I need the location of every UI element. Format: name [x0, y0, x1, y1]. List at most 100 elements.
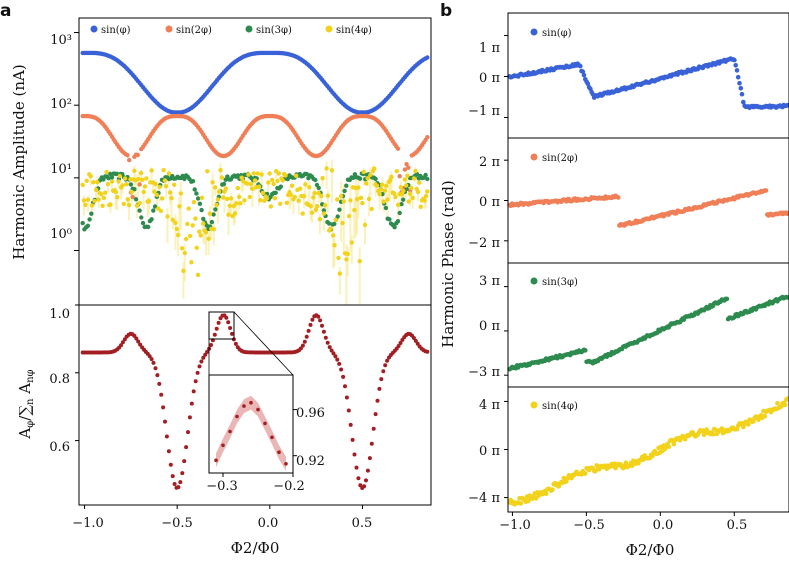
- zoom-region-box: [208, 311, 235, 340]
- data-point-sin4: [101, 195, 107, 201]
- data-point-sin4: [99, 192, 104, 197]
- data-point-sin4: [372, 166, 377, 171]
- data-point-sin4: [173, 220, 178, 226]
- data-point-ratio: [189, 401, 194, 406]
- phase-point: [719, 426, 725, 431]
- data-point-ratio: [159, 392, 164, 397]
- data-point-sin2: [406, 165, 411, 170]
- data-point-sin4: [235, 185, 240, 191]
- data-point-sin4: [278, 201, 283, 206]
- phase-point: [543, 491, 549, 497]
- phase-ytick-label: 0 π: [479, 444, 500, 459]
- data-point-ratio: [318, 318, 323, 323]
- data-point-sin4: [103, 190, 108, 195]
- phase-point: [734, 68, 740, 73]
- data-point-sin3: [89, 211, 94, 216]
- legend-label-sin2: sin(2φ): [176, 25, 212, 36]
- data-point-ratio: [228, 326, 233, 330]
- phase-ytick-label: 1 π: [479, 41, 500, 56]
- data-point-sin4: [260, 190, 266, 195]
- phase-point: [763, 188, 769, 193]
- phase-point: [732, 57, 737, 63]
- data-point-sin4: [382, 188, 388, 193]
- data-point-sin4: [248, 181, 254, 187]
- legend-marker-sin3: [245, 25, 253, 33]
- data-point-ratio: [168, 462, 173, 467]
- data-point-sin4: [194, 245, 199, 250]
- data-point-ratio: [400, 337, 405, 342]
- data-point-sin3: [199, 207, 204, 213]
- data-point-sin4: [183, 236, 189, 242]
- data-point-sin4: [389, 174, 394, 180]
- ytick-label: 10³: [50, 33, 72, 48]
- data-point-sin4: [345, 251, 350, 257]
- data-point-sin4: [181, 268, 186, 274]
- legend-label-sin3: sin(3φ): [256, 25, 292, 36]
- data-point-sin4: [219, 175, 225, 180]
- data-point-ratio: [369, 441, 374, 446]
- data-point-ratio: [195, 370, 200, 375]
- data-point-sin4: [83, 202, 88, 208]
- data-point-sin3: [211, 212, 216, 217]
- data-point-sin4: [170, 217, 175, 223]
- data-point-sin4: [179, 246, 185, 251]
- data-point-sin3: [304, 171, 309, 177]
- data-point-ratio: [385, 358, 390, 363]
- data-point-ratio: [377, 386, 382, 391]
- data-point-sin4: [328, 226, 333, 231]
- data-point-sin4: [284, 200, 289, 205]
- data-point-ratio: [230, 331, 234, 336]
- data-point-sin3: [197, 201, 203, 206]
- data-point-sin4: [100, 203, 105, 208]
- data-point-sin4: [410, 195, 415, 201]
- data-point-ratio: [193, 379, 198, 384]
- data-point-sin4: [256, 184, 262, 189]
- data-point-sin3: [401, 197, 406, 202]
- data-point-ratio: [201, 355, 206, 360]
- data-point-sin3: [313, 177, 318, 183]
- phase-ytick-label: −1 π: [468, 104, 500, 119]
- data-point-sin4: [268, 204, 274, 209]
- data-point-sin3: [192, 187, 197, 192]
- phase-ytick-label: 3 π: [479, 274, 500, 289]
- data-point-sin4: [211, 227, 217, 232]
- data-point-ratio: [216, 320, 221, 325]
- data-point-sin4: [199, 195, 205, 200]
- ratio-y-label-sub3: nφ: [25, 369, 36, 382]
- data-point-sin4: [384, 183, 389, 189]
- ratio-x-label: Φ2/Φ0: [231, 539, 280, 557]
- data-point-ratio: [161, 405, 166, 410]
- data-point-sin3: [132, 187, 137, 192]
- legend-marker-sin2: [530, 153, 538, 161]
- data-point-sin4: [137, 200, 142, 206]
- data-point-ratio: [364, 478, 368, 483]
- inset-data-point: [277, 450, 281, 455]
- ytick-label: 0.6: [49, 440, 70, 455]
- data-point-sin4: [423, 193, 429, 199]
- data-point-sin2: [404, 162, 409, 167]
- data-point-sin4: [228, 196, 234, 201]
- data-point-ratio: [335, 357, 340, 362]
- phase-point: [782, 402, 788, 408]
- data-point-ratio: [367, 456, 372, 461]
- data-point-sin4: [125, 197, 130, 202]
- data-point-sin4: [418, 204, 423, 209]
- data-point-sin3: [395, 219, 401, 224]
- data-point-sin3: [344, 183, 349, 188]
- inset-data-point: [228, 429, 232, 434]
- data-point-sin4: [250, 186, 255, 191]
- data-point-sin4: [307, 185, 312, 190]
- data-point-sin4: [333, 217, 338, 223]
- data-point-ratio: [329, 348, 334, 353]
- data-point-sin4: [406, 199, 411, 204]
- data-point-sin3: [397, 210, 402, 216]
- ratio-y-label: Aφ/∑n Anφ: [16, 369, 36, 439]
- data-point-sin3: [204, 223, 209, 228]
- inset-data-point: [249, 400, 253, 405]
- ytick-label: 1.0: [49, 307, 70, 322]
- phase-ytick-label: 0 π: [479, 319, 500, 334]
- data-point-ratio: [138, 342, 143, 347]
- data-point-ratio: [379, 377, 384, 382]
- data-point-sin4: [210, 180, 215, 185]
- data-point-ratio: [136, 339, 141, 344]
